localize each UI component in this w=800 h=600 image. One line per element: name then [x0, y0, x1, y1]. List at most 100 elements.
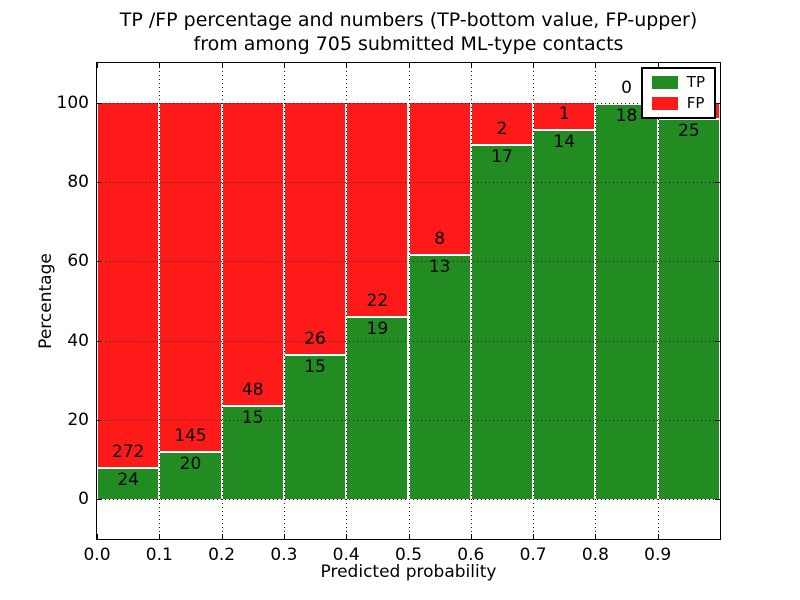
gridline-v	[595, 63, 597, 539]
bar-segment-tp	[159, 451, 222, 500]
bar-label-fp: 8	[434, 228, 446, 249]
y-tick-label: 20	[67, 410, 89, 430]
x-tick-mark	[283, 534, 285, 539]
legend-swatch-fp	[651, 97, 678, 110]
plot-area: 272 24 145 20 48 15 26 15 22 19 8 13 2 17 1 14 0 18 25 0 20…	[57, 62, 721, 565]
bar-segment-tp	[595, 102, 658, 500]
legend-label-tp: TP	[686, 73, 705, 91]
x-tick-mark	[97, 534, 98, 539]
tick-layer	[97, 63, 720, 539]
bar-segment-tp	[346, 315, 409, 500]
y-tick-mark	[97, 102, 102, 104]
bar-label-fp: 22	[366, 290, 389, 311]
gridline-v	[283, 63, 285, 539]
x-tick-mark	[221, 534, 223, 539]
bar-label-tp: 20	[179, 454, 202, 475]
chart-title-line1: TP /FP percentage and numbers (TP-bottom…	[119, 9, 698, 31]
gridline-v	[221, 63, 223, 539]
bar-label-tp: 24	[117, 470, 139, 491]
axis-tick-labels-layer: 0 20 40 60 80 100 0.0 0.1 0.2 0.3 0.4 0.5 0.6 0.7 0.8 0…	[57, 63, 720, 565]
bar-label-fp: 48	[241, 379, 264, 400]
bar-label-tp: 15	[241, 407, 264, 428]
bar-segment-tp	[657, 117, 720, 500]
bar-segment-tp	[470, 144, 534, 500]
x-tick-mark	[470, 63, 472, 68]
y-tick-mark	[97, 261, 102, 263]
x-tick-label: 0.3	[270, 545, 298, 565]
y-tick-mark	[715, 420, 720, 421]
gridline-v	[408, 63, 410, 539]
x-tick-mark	[595, 63, 597, 68]
bar-label-fp: 1	[558, 104, 570, 125]
x-tick-mark	[159, 63, 161, 68]
legend-label-fp: FP	[686, 94, 705, 112]
bar-segment-fp	[283, 102, 347, 355]
y-tick-mark	[715, 340, 720, 342]
x-axis-label: Predicted probability	[320, 562, 497, 582]
bar-label-tp: 17	[491, 147, 513, 168]
y-tick-mark	[97, 340, 102, 342]
bar-annotations-layer: 272 24 145 20 48 15 26 15 22 19 8 13 2 17 1 14 0 18 25	[97, 63, 720, 539]
x-tick-mark	[595, 534, 597, 539]
bar-segment-fp	[159, 102, 222, 452]
y-tick-mark	[97, 420, 102, 421]
bar-segment-tp	[408, 253, 471, 500]
bar-segment-tp	[97, 467, 160, 500]
legend-entry-fp: FP	[651, 94, 705, 112]
x-tick-mark	[346, 63, 348, 68]
y-tick-mark	[97, 499, 102, 501]
bar-label-fp: 272	[111, 442, 145, 463]
y-tick-mark	[715, 182, 720, 183]
grid-layer	[97, 63, 720, 539]
y-tick-label: 40	[67, 330, 89, 351]
bar-segment-fp	[221, 102, 284, 405]
bar-label-tp: 25	[678, 120, 700, 141]
y-tick-label: 80	[67, 172, 89, 192]
legend-entry-tp: TP	[651, 73, 705, 91]
x-tick-mark	[97, 63, 98, 68]
x-tick-mark	[346, 534, 348, 539]
x-tick-mark	[408, 63, 410, 68]
bar-label-tp: 15	[304, 357, 326, 378]
x-tick-mark	[283, 63, 285, 68]
x-tick-mark	[221, 63, 223, 68]
bar-label-tp: 14	[553, 132, 576, 153]
bar-segment-tp	[533, 129, 596, 500]
y-tick-label: 0	[78, 489, 89, 510]
y-tick-mark	[97, 182, 102, 183]
x-tick-label: 0.1	[145, 545, 173, 565]
y-tick-label: 60	[67, 251, 89, 272]
bar-label-fp: 26	[304, 329, 326, 350]
x-tick-label: 0.7	[519, 545, 547, 565]
x-tick-mark	[533, 63, 535, 68]
gridline-v	[533, 63, 535, 539]
legend-swatch-tp	[651, 76, 678, 89]
y-tick-mark	[715, 102, 720, 104]
y-tick-label: 100	[56, 92, 89, 113]
gridline-v	[470, 63, 472, 539]
x-tick-label: 0.9	[644, 545, 672, 565]
x-tick-label: 0.0	[83, 545, 111, 565]
bar-label-tp: 19	[366, 318, 389, 339]
x-tick-mark	[657, 63, 659, 68]
legend: TP FP	[640, 67, 716, 119]
gridline-v	[159, 63, 161, 539]
y-tick-mark	[715, 261, 720, 263]
x-tick-mark	[470, 534, 472, 539]
bar-label-fp: 2	[496, 119, 508, 140]
x-tick-mark	[657, 534, 659, 539]
bar-label-tp: 18	[615, 105, 638, 126]
bar-segment-tp	[283, 354, 347, 500]
x-tick-mark	[533, 534, 535, 539]
x-tick-label: 0.8	[581, 545, 609, 565]
bar-label-tp: 13	[428, 256, 451, 277]
bar-label-fp: 0	[621, 77, 632, 98]
x-tick-label: 0.5	[394, 545, 423, 565]
x-tick-mark	[408, 534, 410, 539]
gridline-v	[657, 63, 659, 539]
x-tick-label: 0.6	[457, 545, 485, 565]
x-tick-label: 0.4	[332, 545, 360, 565]
y-tick-mark	[715, 499, 720, 501]
bar-label-fp: 145	[174, 426, 207, 447]
